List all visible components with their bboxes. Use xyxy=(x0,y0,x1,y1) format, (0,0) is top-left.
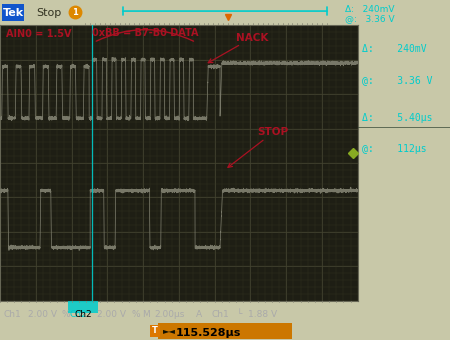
Text: T: T xyxy=(152,326,158,335)
Text: 115.528μs: 115.528μs xyxy=(176,328,241,338)
Text: %: % xyxy=(132,310,140,319)
Text: AIN0 = 1.5V: AIN0 = 1.5V xyxy=(6,29,72,39)
Text: 1.88 V: 1.88 V xyxy=(248,310,277,319)
Text: Δ:   240mV: Δ: 240mV xyxy=(345,5,395,14)
Text: ►◄: ►◄ xyxy=(163,326,176,335)
Bar xyxy=(68,300,98,313)
Bar xyxy=(150,325,160,337)
Text: Stop: Stop xyxy=(36,7,61,18)
Text: Ch1: Ch1 xyxy=(3,310,21,319)
Text: └: └ xyxy=(237,310,243,319)
Text: M: M xyxy=(142,310,150,319)
Text: NACK: NACK xyxy=(208,33,269,63)
Text: 0xBB = B7-B0 DATA: 0xBB = B7-B0 DATA xyxy=(92,28,198,38)
Text: 1: 1 xyxy=(72,7,78,17)
Text: Ch1: Ch1 xyxy=(211,310,229,319)
Text: %: % xyxy=(62,310,71,319)
Text: @:    3.36 V: @: 3.36 V xyxy=(362,75,433,85)
FancyArrowPatch shape xyxy=(96,30,194,41)
Text: @:    112μs: @: 112μs xyxy=(362,144,427,154)
Text: @:   3.36 V: @: 3.36 V xyxy=(345,14,395,23)
Text: Tek: Tek xyxy=(2,7,23,18)
Text: Ch2: Ch2 xyxy=(70,310,88,319)
Text: STOP: STOP xyxy=(228,128,289,167)
Text: Δ:    240mV: Δ: 240mV xyxy=(362,45,427,54)
Text: 2.00 V: 2.00 V xyxy=(97,310,126,319)
Text: 2.00 V: 2.00 V xyxy=(28,310,57,319)
Text: Ch2: Ch2 xyxy=(74,310,92,319)
Text: 2.00μs: 2.00μs xyxy=(154,310,184,319)
Text: A: A xyxy=(196,310,202,319)
Bar xyxy=(2,4,24,21)
Bar xyxy=(158,323,292,339)
Text: Δ:    5.40μs: Δ: 5.40μs xyxy=(362,114,433,123)
